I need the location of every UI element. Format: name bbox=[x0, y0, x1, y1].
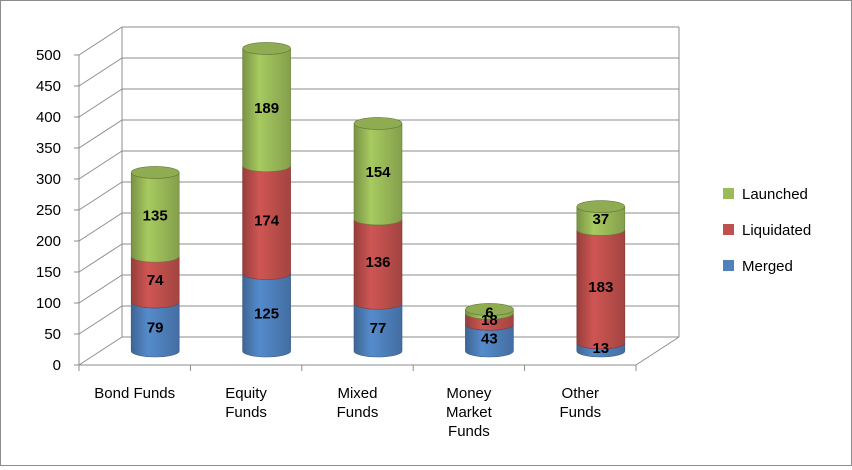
legend-swatch bbox=[723, 224, 734, 235]
bars bbox=[130, 42, 626, 358]
legend-item-merged: Merged bbox=[723, 258, 793, 275]
bar-top-cap bbox=[465, 303, 514, 316]
y-tick-label: 300 bbox=[36, 171, 61, 188]
data-label-launched: 37 bbox=[592, 211, 609, 228]
y-axis-ticks: 0 50 100 150 200 250 300 350 400 450 500 bbox=[36, 47, 61, 374]
category-labels: Bond Funds Equity Funds Mixed Funds Money Mark… bbox=[94, 385, 601, 440]
legend-swatch bbox=[723, 260, 734, 271]
data-label-merged: 125 bbox=[254, 305, 279, 322]
category-label: Equity Funds bbox=[225, 385, 267, 421]
category-label: Money Market Funds bbox=[446, 385, 493, 440]
bar-top-cap bbox=[576, 200, 626, 213]
data-label-launched: 135 bbox=[143, 207, 168, 224]
data-label-merged: 77 bbox=[370, 320, 387, 337]
data-label-merged: 13 bbox=[592, 340, 609, 357]
legend: Launched Liquidated Merged bbox=[723, 186, 811, 275]
bar-top-cap bbox=[353, 117, 403, 130]
y-tick-label: 50 bbox=[44, 326, 61, 343]
data-label-merged: 43 bbox=[481, 331, 498, 348]
y-tick-label: 250 bbox=[36, 202, 61, 219]
legend-label: Launched bbox=[742, 186, 808, 203]
category-label: Other Funds bbox=[559, 385, 601, 421]
data-label-merged: 79 bbox=[147, 320, 164, 337]
y-tick-label: 400 bbox=[36, 109, 61, 126]
data-label-liquidated: 174 bbox=[254, 213, 280, 230]
y-tick-label: 150 bbox=[36, 264, 61, 281]
data-label-liquidated: 18 bbox=[481, 312, 498, 329]
legend-item-liquidated: Liquidated bbox=[723, 222, 811, 239]
y-tick-label: 450 bbox=[36, 78, 61, 95]
category-label: Mixed Funds bbox=[337, 385, 379, 421]
data-labels: 79 74 135 125 174 189 77 136 154 43 186 13 183 37 bbox=[143, 100, 614, 357]
data-label-launched: 6 bbox=[485, 304, 493, 321]
y-tick-label: 100 bbox=[36, 295, 61, 312]
data-label-liquidated: 183 bbox=[588, 279, 613, 296]
y-tick-label: 500 bbox=[36, 47, 61, 64]
y-tick-label: 200 bbox=[36, 233, 61, 250]
category-label: Bond Funds bbox=[94, 385, 175, 402]
data-label-launched: 154 bbox=[365, 164, 391, 181]
bar-top-cap bbox=[242, 42, 291, 55]
data-label-liquidated: 74 bbox=[147, 272, 164, 289]
legend-label: Merged bbox=[742, 258, 793, 275]
legend-swatch bbox=[723, 188, 734, 199]
y-tick-label: 0 bbox=[53, 357, 61, 374]
y-tick-label: 350 bbox=[36, 140, 61, 157]
bar-top-cap bbox=[130, 166, 180, 179]
legend-item-launched: Launched bbox=[723, 186, 808, 203]
legend-label: Liquidated bbox=[742, 222, 811, 239]
data-label-launched: 189 bbox=[254, 100, 279, 117]
data-label-liquidated: 136 bbox=[365, 254, 390, 271]
